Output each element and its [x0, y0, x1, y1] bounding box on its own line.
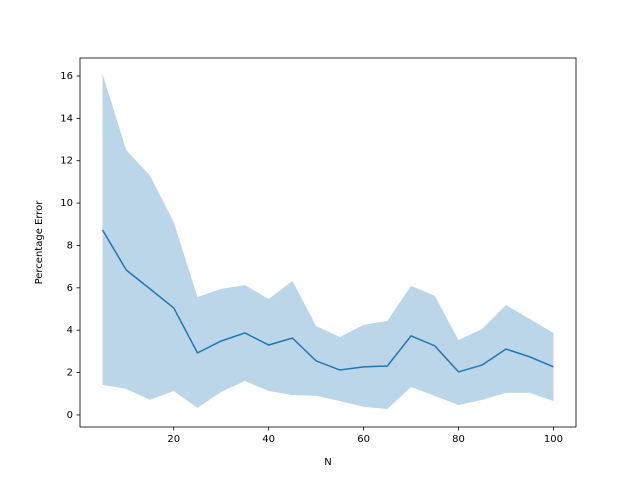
y-tick-label: 12 — [60, 156, 73, 167]
x-tick-label: 20 — [167, 434, 180, 445]
x-axis-label: N — [324, 457, 331, 468]
y-tick-label: 0 — [67, 410, 73, 421]
x-tick-label: 60 — [357, 434, 370, 445]
error-band — [102, 73, 554, 409]
y-tick-label: 10 — [60, 198, 73, 209]
y-tick-label: 16 — [60, 71, 73, 82]
x-tick-label: 80 — [452, 434, 465, 445]
plot-frame — [79, 57, 577, 428]
y-tick-label: 6 — [67, 283, 73, 294]
y-tick-label: 14 — [60, 113, 73, 124]
data-line — [101, 229, 554, 373]
y-tick-label: 4 — [67, 325, 73, 336]
y-tick-label: 8 — [67, 240, 73, 251]
x-tick-label: 100 — [544, 434, 563, 445]
y-axis-label: Percentage Error — [34, 200, 45, 285]
y-tick-label: 2 — [67, 368, 73, 379]
x-tick-label: 40 — [262, 434, 275, 445]
